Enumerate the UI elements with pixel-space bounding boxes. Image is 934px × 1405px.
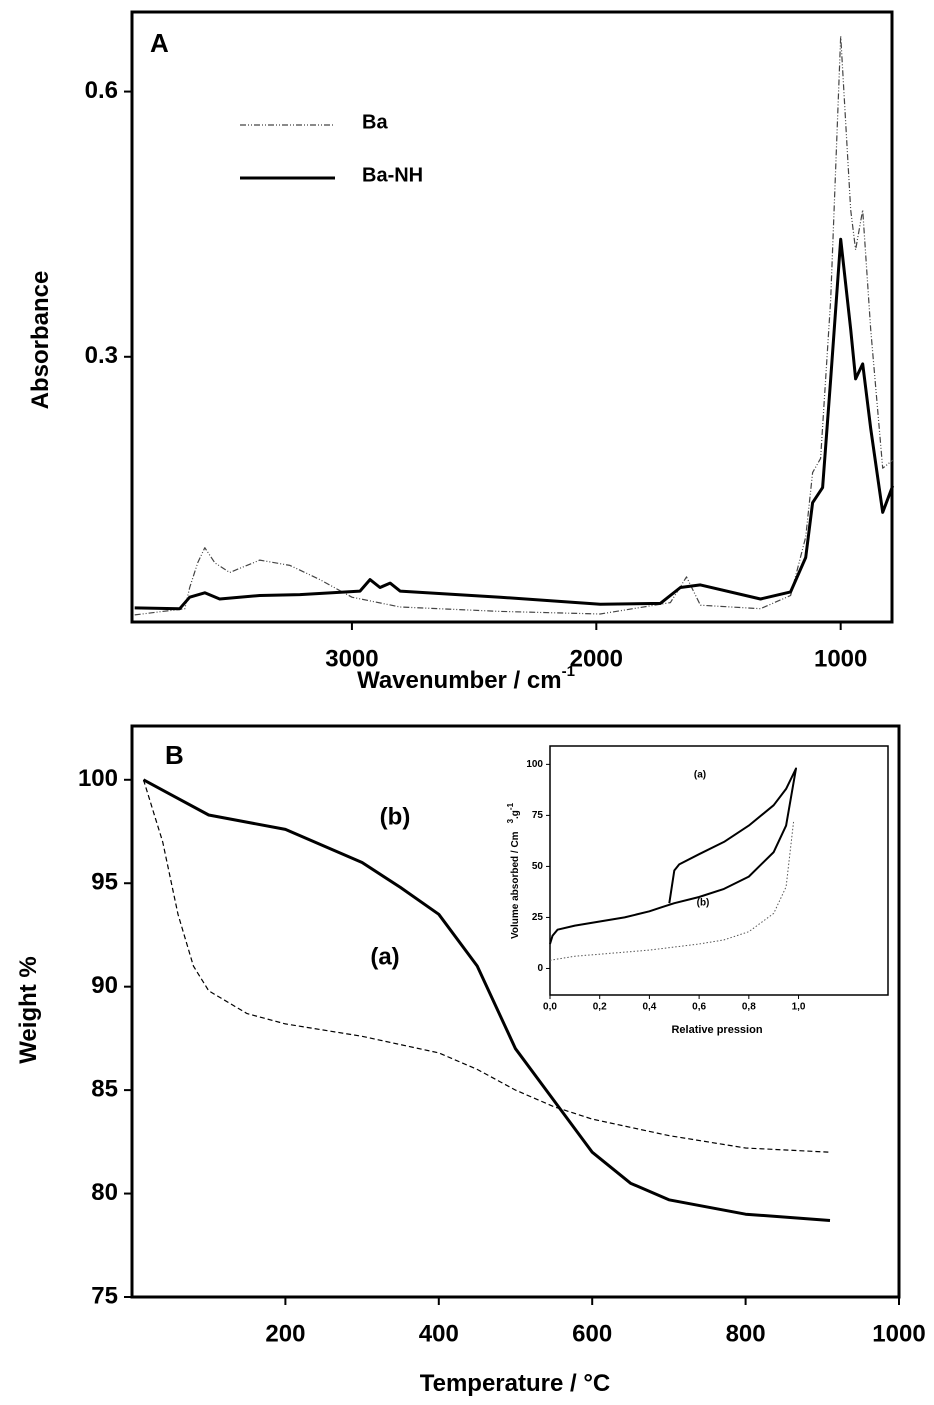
y-axis-label-sup: -1 — [506, 802, 515, 810]
series-line — [134, 35, 894, 616]
y-tick-label: 90 — [91, 972, 118, 999]
x-tick-label: 1,0 — [792, 1002, 806, 1013]
legend-label: Ba — [362, 111, 388, 133]
x-axis-label-text: Temperature / °C — [420, 1370, 611, 1397]
annotation: (a) — [370, 943, 399, 970]
y-axis-label-text: .g — [510, 810, 521, 819]
y-tick-label: 25 — [532, 912, 544, 923]
annotation: (a) — [694, 770, 706, 781]
y-tick-label: 75 — [532, 810, 544, 821]
x-tick-label: 1000 — [814, 645, 867, 672]
panel-label: A — [150, 28, 169, 58]
y-axis-label-text: Weight % — [15, 956, 42, 1064]
y-tick-label: 95 — [91, 869, 118, 896]
plot-frame — [549, 745, 889, 996]
y-axis-label: Weight % — [15, 956, 42, 1064]
x-tick-label: 400 — [419, 1320, 459, 1347]
y-tick-label: 100 — [78, 765, 118, 792]
x-tick-label: 0,0 — [543, 1002, 557, 1013]
x-tick-label: 2000 — [570, 645, 623, 672]
x-tick-label: 200 — [265, 1320, 305, 1347]
y-axis-label-text: Volume absorbed / Cm — [510, 831, 521, 939]
x-tick-label: 3000 — [325, 645, 378, 672]
y-axis-label: Volume absorbed / Cm 3.g-1 — [506, 802, 521, 939]
legend-label: Ba-NH — [362, 164, 423, 186]
y-axis-label: Absorbance — [27, 271, 54, 410]
panel-label: B — [165, 740, 184, 770]
x-tick-label: 0,6 — [692, 1002, 706, 1013]
y-tick-label: 85 — [91, 1075, 118, 1102]
series-line — [134, 237, 895, 611]
series-line — [142, 778, 831, 1222]
y-tick-label: 0.3 — [85, 342, 118, 369]
y-tick-label: 50 — [532, 861, 544, 872]
x-axis-label: Relative pression — [671, 1024, 762, 1036]
x-axis-label: Wavenumber / cm-1 — [357, 663, 575, 694]
x-tick-label: 600 — [572, 1320, 612, 1347]
y-axis-label-sup: 3 — [506, 818, 515, 823]
x-axis-label: Temperature / °C — [420, 1370, 611, 1397]
y-axis-label-text: Absorbance — [27, 271, 54, 410]
x-tick-label: 0,8 — [742, 1002, 756, 1013]
series-line — [549, 767, 797, 945]
y-tick-label: 80 — [91, 1179, 118, 1206]
x-tick-label: 0,2 — [593, 1002, 607, 1013]
annotation: (b) — [380, 803, 411, 830]
x-axis-label-sup: -1 — [562, 663, 575, 680]
x-tick-label: 0,4 — [642, 1002, 656, 1013]
plot-frame — [130, 724, 901, 1299]
x-tick-label: 1000 — [872, 1320, 925, 1347]
x-axis-label-text: Relative pression — [671, 1024, 762, 1036]
x-axis-label-text: Wavenumber / cm — [357, 667, 562, 694]
x-tick-label: 800 — [726, 1320, 766, 1347]
y-tick-label: 100 — [526, 759, 543, 770]
y-tick-label: 0.6 — [85, 77, 118, 104]
annotation: (b) — [697, 898, 710, 909]
y-tick-label: 75 — [91, 1282, 118, 1309]
plot-frame — [130, 10, 894, 624]
y-tick-label: 0 — [537, 963, 543, 974]
